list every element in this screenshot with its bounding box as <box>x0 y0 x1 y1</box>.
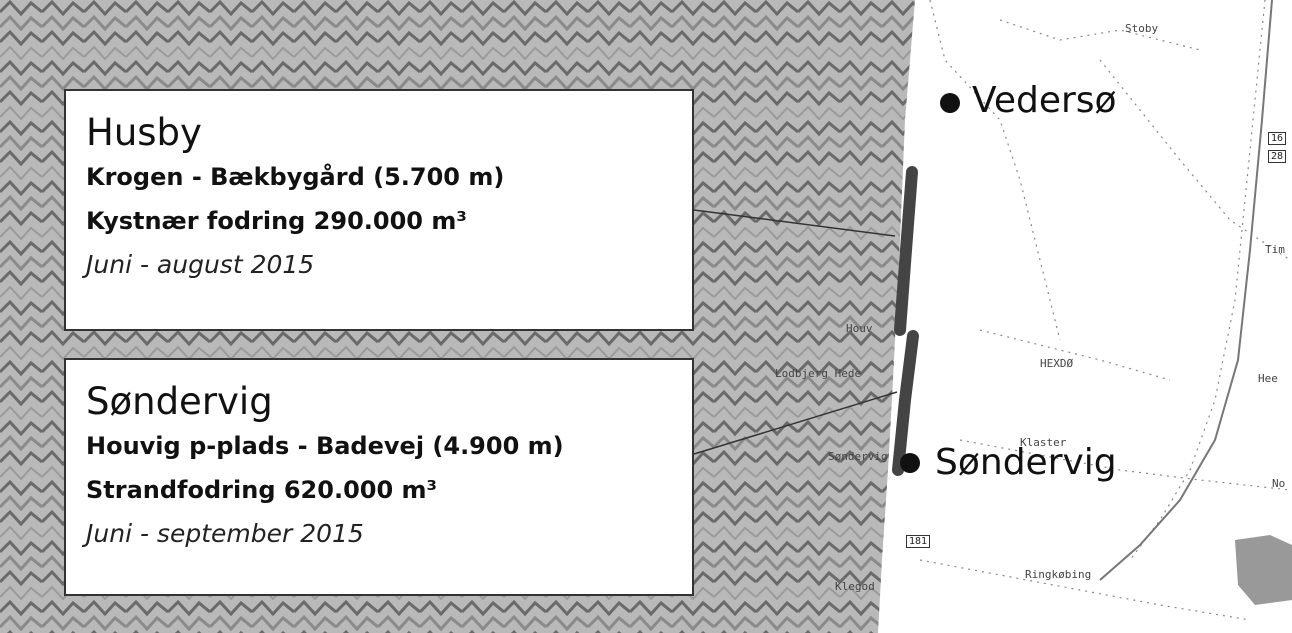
town-label-vedersoe: Vedersø <box>972 80 1117 121</box>
sondervig-info-box: Søndervig Houvig p-plads - Badevej (4.90… <box>64 358 694 596</box>
lake-shape <box>1235 535 1292 605</box>
sondervig-leader <box>693 391 898 455</box>
railway <box>1099 0 1273 581</box>
sondervig-stretch-text: Houvig p-plads - Badevej (4.900 m) <box>86 432 564 460</box>
land-details <box>919 0 1291 621</box>
place-label-sondervig-small: Søndervig <box>828 450 888 463</box>
place-label-stoby: Stoby <box>1125 22 1159 35</box>
place-label-hedeby: HEXDØ <box>1040 357 1074 370</box>
road-number-181: 181 <box>906 535 931 548</box>
sondervig-dot <box>900 453 920 473</box>
husby-stretch <box>894 166 918 336</box>
road-number-28: 28 <box>1268 150 1287 163</box>
sondervig-period-text: Juni - september 2015 <box>86 519 364 548</box>
husby-stretch-text: Krogen - Bækbygård (5.700 m) <box>86 163 505 191</box>
place-label-kloster: Klaster <box>1020 436 1067 449</box>
place-label-houvig: Houv <box>846 322 873 335</box>
husby-leader <box>693 209 896 237</box>
husby-info-box: Husby Krogen - Bækbygård (5.700 m) Kystn… <box>64 89 694 331</box>
sondervig-stretch <box>892 330 919 476</box>
place-label-lodbjerg: Lodbjerg Hede <box>775 367 862 380</box>
place-label-klegod: Klegod <box>835 580 875 593</box>
husby-title: Husby <box>86 111 202 154</box>
vedersoe-dot <box>940 93 960 113</box>
town-label-sondervig: Søndervig <box>935 442 1117 483</box>
place-label-no: No <box>1272 477 1286 490</box>
husby-method-text: Kystnær fodring 290.000 m³ <box>86 207 467 235</box>
place-label-hee: Hee <box>1258 372 1278 385</box>
place-label-tim: Tim <box>1265 243 1285 256</box>
road-number-16: 16 <box>1268 132 1287 145</box>
place-label-ringkobing: Ringkøbing <box>1025 568 1092 581</box>
sondervig-title: Søndervig <box>86 380 273 423</box>
sondervig-method-text: Strandfodring 620.000 m³ <box>86 476 438 504</box>
husby-period-text: Juni - august 2015 <box>86 250 315 279</box>
